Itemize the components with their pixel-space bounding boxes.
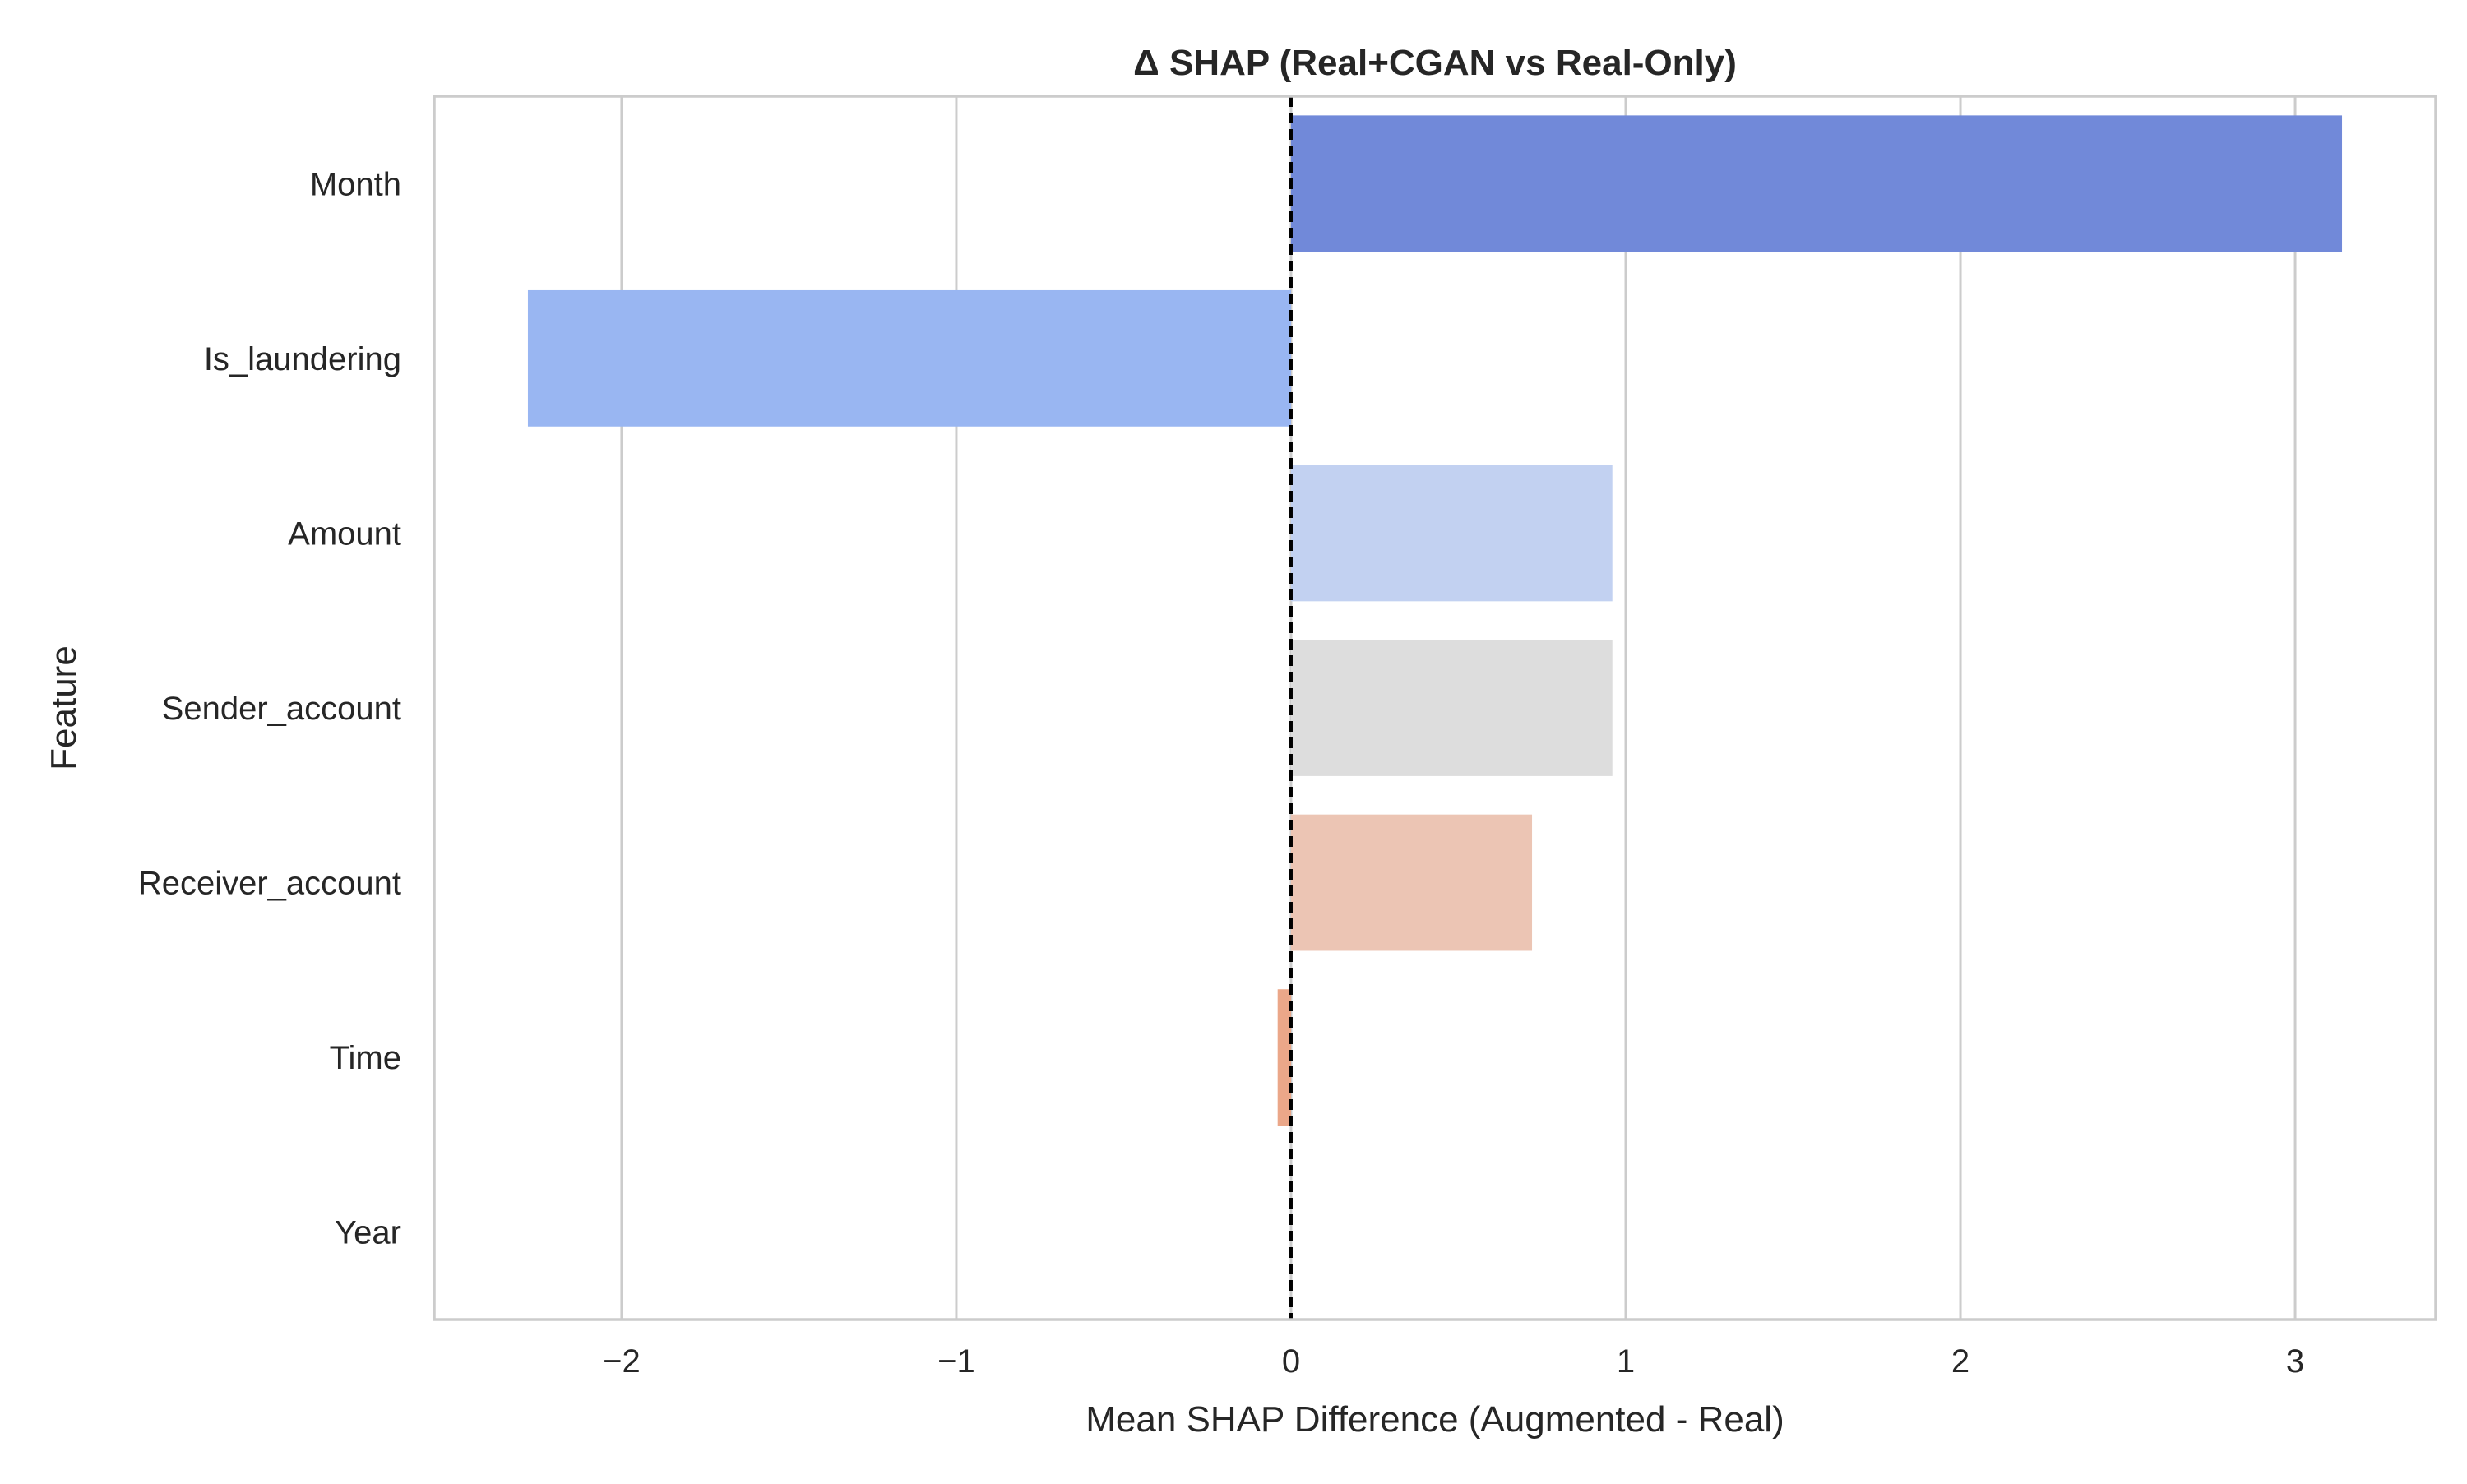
y-tick-label: Receiver_account [138, 866, 401, 902]
y-tick-label: Sender_account [162, 691, 401, 727]
chart-title: Δ SHAP (Real+CGAN vs Real-Only) [1133, 43, 1737, 83]
y-tick-label: Time [330, 1040, 401, 1076]
bar-month [1290, 115, 2343, 252]
x-axis-label: Mean SHAP Difference (Augmented - Real) [1085, 1399, 1784, 1440]
x-tick-label: 1 [1617, 1343, 1635, 1380]
plot-frame [433, 95, 2437, 1321]
x-tick-label: −1 [937, 1343, 975, 1380]
y-tick-labels: Month Is_laundering Amount Sender_account Re… [138, 166, 401, 1251]
x-tick-label: 0 [1282, 1343, 1300, 1380]
bars [527, 115, 2343, 1126]
bar-amount [1290, 465, 1613, 602]
bar-is-laundering [527, 289, 1291, 427]
y-axis-label: Feature [44, 645, 84, 770]
y-tick-label: Is_laundering [204, 341, 401, 377]
x-tick-labels: −2 −1 0 1 2 3 [603, 1343, 2304, 1380]
y-tick-label: Month [310, 166, 401, 202]
x-tick-label: 2 [1951, 1343, 1969, 1380]
bar-sender-account [1290, 640, 1613, 776]
bar-time [1277, 989, 1291, 1126]
x-tick-label: 3 [2286, 1343, 2304, 1380]
bar-receiver-account [1290, 814, 1533, 951]
x-tick-label: −2 [603, 1343, 641, 1380]
y-tick-label: Amount [288, 515, 401, 552]
y-tick-label: Year [335, 1215, 401, 1251]
